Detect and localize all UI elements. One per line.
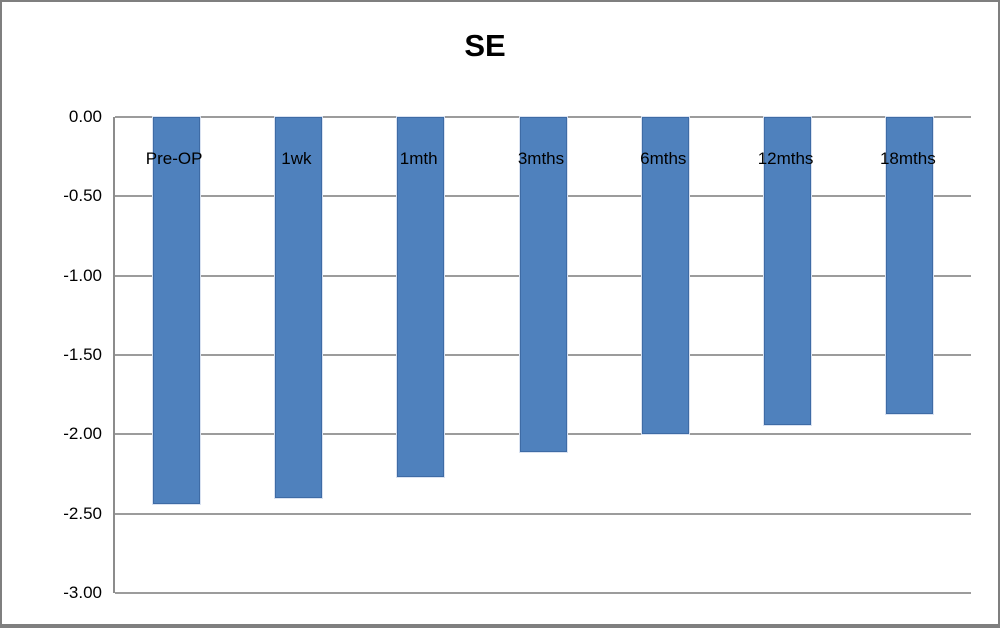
y-tick-label: -0.50: [63, 186, 102, 206]
gridline: [115, 512, 971, 515]
category-label: 12mths: [757, 149, 814, 168]
y-tick-label: -3.00: [63, 583, 102, 602]
chart-title: SE: [464, 28, 506, 63]
y-tick-label: -1.00: [63, 265, 102, 285]
bar-Pre-OP: [152, 117, 200, 505]
category-label: 1mth: [399, 149, 438, 168]
bar-18mths: [886, 117, 934, 414]
y-tick-label: -1.50: [63, 345, 102, 364]
y-tick-label: -2.00: [63, 424, 102, 444]
gridline: [115, 592, 971, 594]
bar-12mths: [764, 117, 812, 425]
y-tick-label: 0.00: [68, 107, 102, 126]
category-label: Pre-OP: [145, 149, 203, 168]
bar-1wk: [274, 117, 322, 498]
plot-area: [113, 116, 971, 594]
bar-1mth: [397, 117, 445, 478]
category-label: 1wk: [281, 149, 312, 168]
y-tick-label: -2.50: [63, 503, 102, 523]
bar-6mths: [641, 117, 689, 435]
bar-3mths: [519, 117, 567, 452]
category-label: 18mths: [879, 149, 936, 168]
category-label: 3mths: [517, 149, 565, 168]
category-label: 6mths: [640, 149, 687, 168]
